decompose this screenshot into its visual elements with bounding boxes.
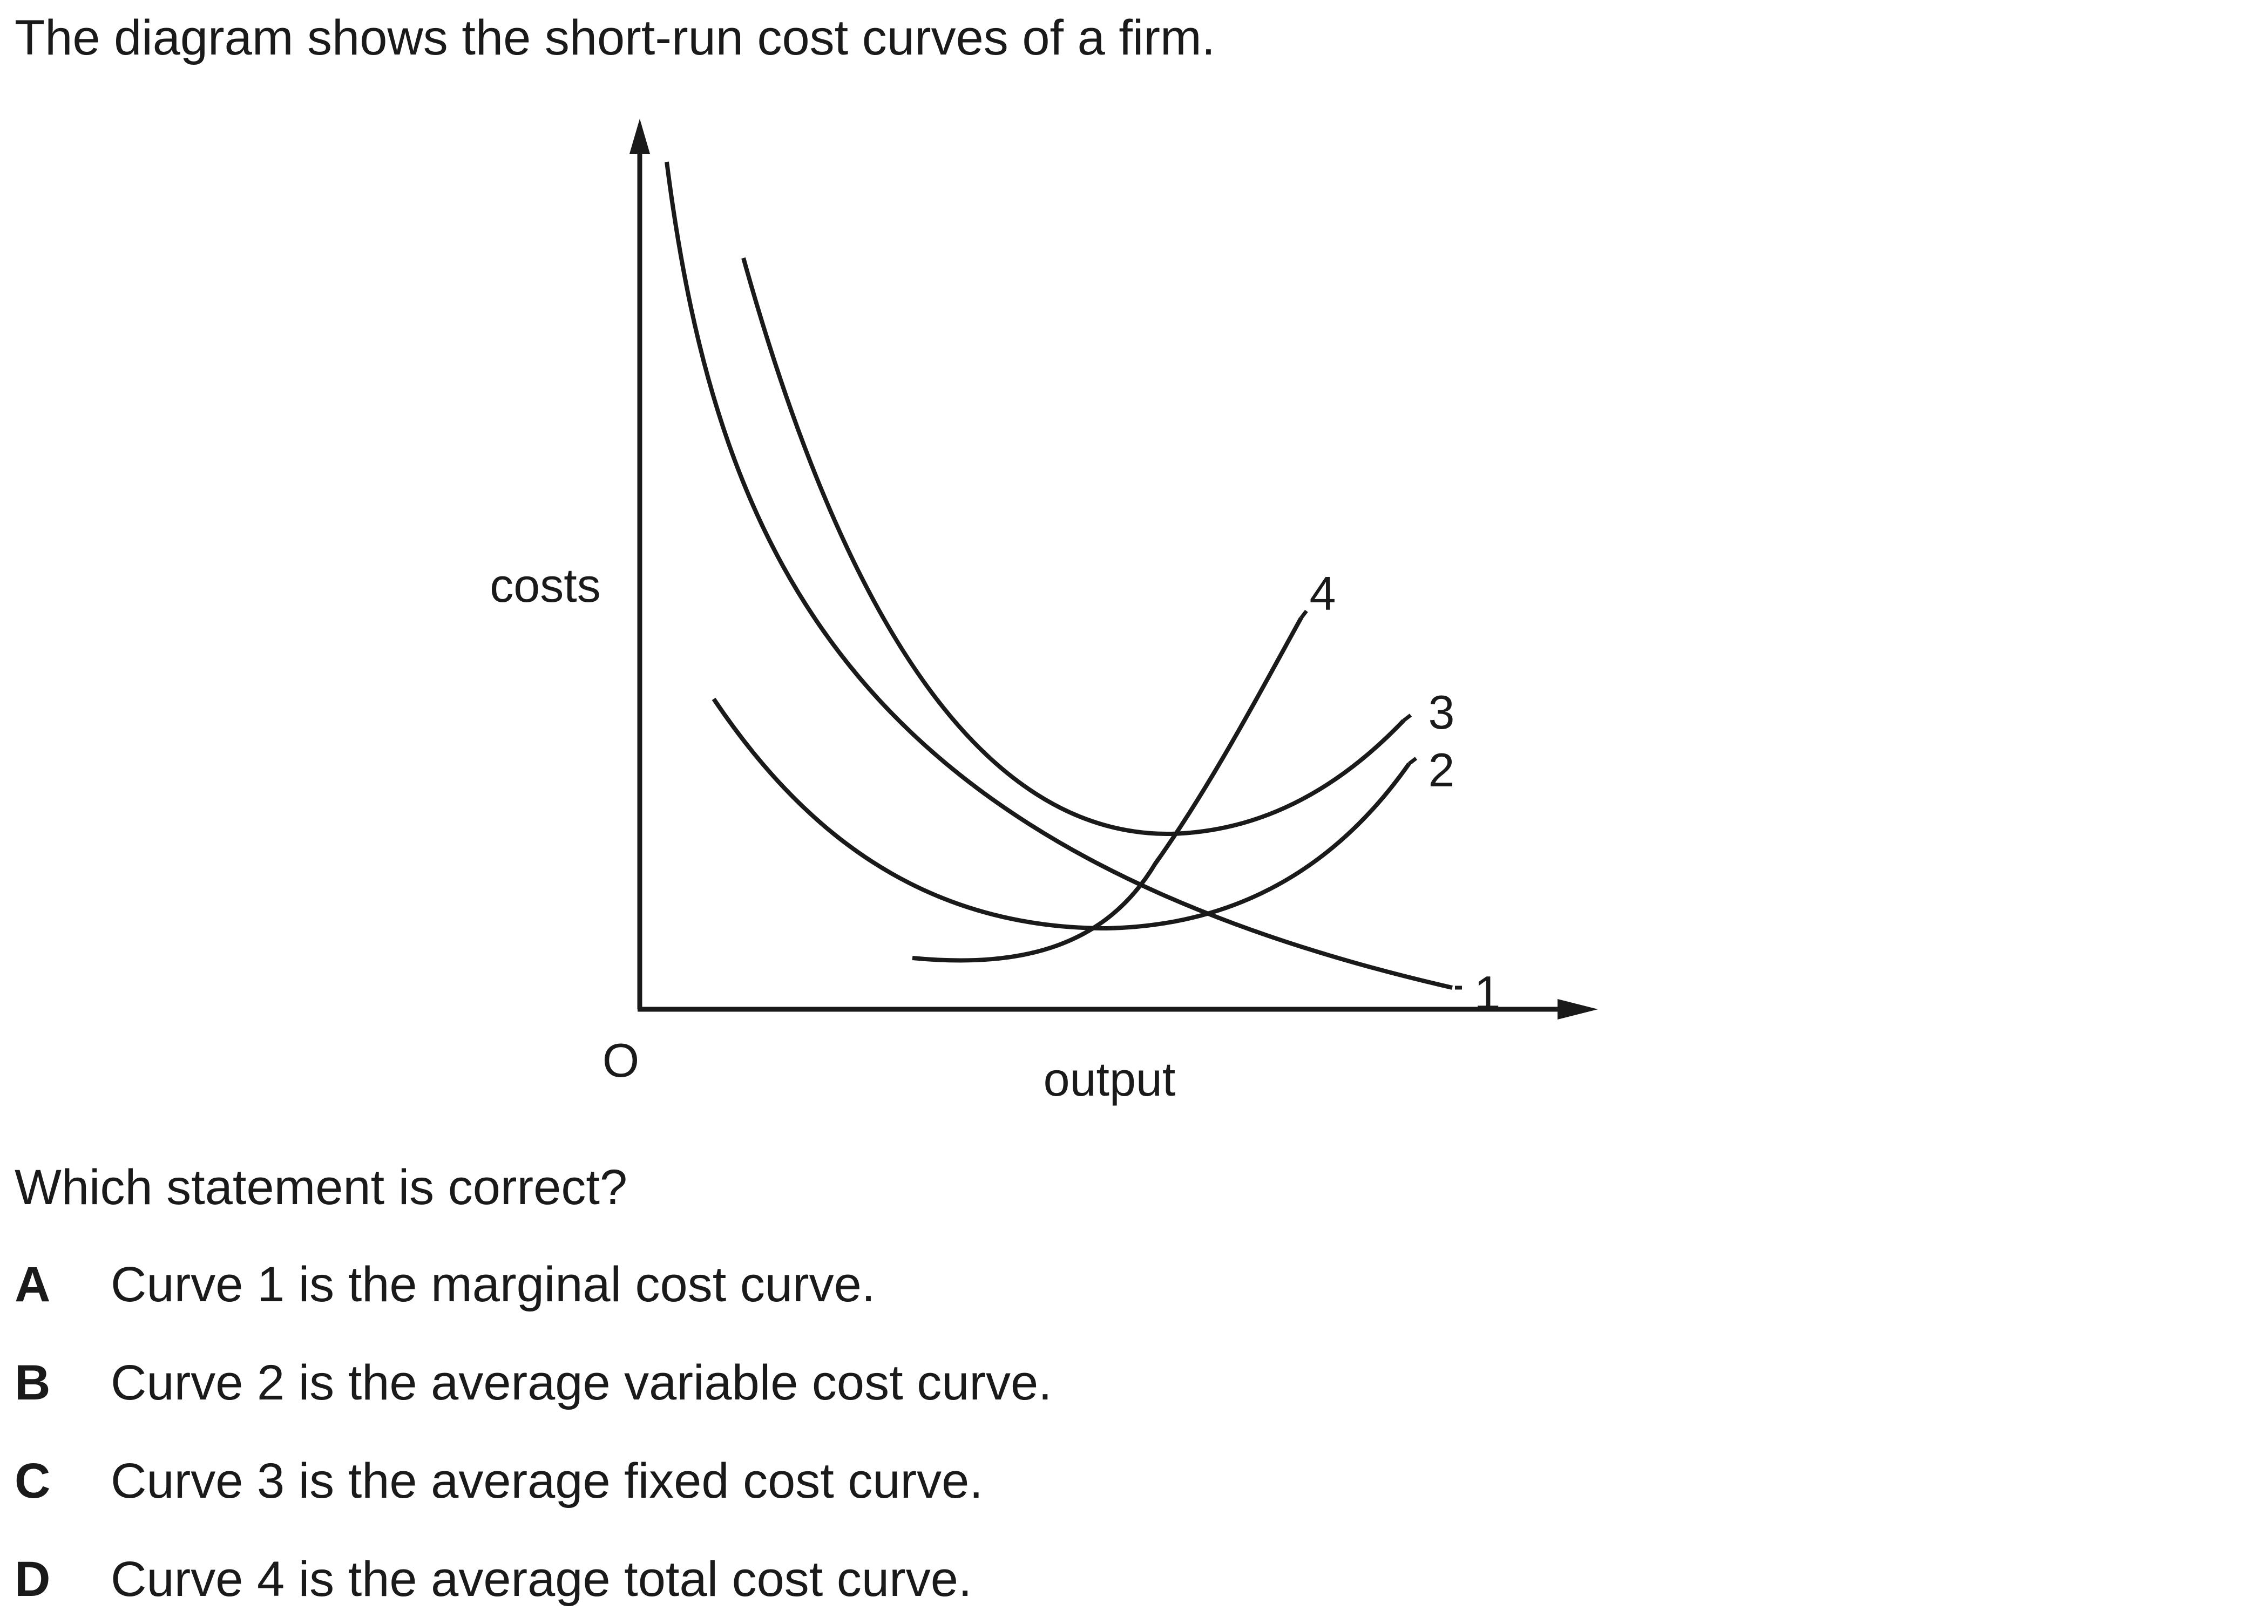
intro-text: The diagram shows the short-run cost cur… [15,10,1216,65]
x-axis-arrow [1558,999,1598,1020]
curve-3-leader [1402,714,1412,722]
curve-3 [741,257,1405,837]
option-c[interactable]: C Curve 3 is the average fixed cost curv… [15,1449,983,1513]
curve-1 [665,161,1453,990]
option-letter: D [15,1552,51,1607]
x-axis-label: output [1044,1052,1176,1106]
option-a[interactable]: A Curve 1 is the marginal cost curve. [15,1252,875,1317]
curve-3-label: 3 [1428,685,1455,739]
option-letter: C [15,1453,51,1509]
question-text: Which statement is correct? [15,1160,628,1215]
curve-1-label: 1 [1474,966,1501,1020]
curve-4-label: 4 [1310,567,1336,620]
curve-2-label: 2 [1428,743,1455,797]
option-letter: A [15,1257,51,1312]
y-axis-arrow [629,119,650,154]
option-text: Curve 3 is the average fixed cost curve. [111,1453,983,1509]
y-axis-label: costs [490,559,600,612]
option-b[interactable]: B Curve 2 is the average variable cost c… [15,1350,1052,1415]
option-d[interactable]: D Curve 4 is the average total cost curv… [15,1547,972,1612]
curve-2 [712,697,1411,931]
origin-label: O [602,1034,639,1087]
option-text: Curve 4 is the average total cost curve. [111,1552,972,1607]
curve-4-leader [1299,609,1308,620]
option-letter: B [15,1355,51,1410]
curve-4 [912,617,1303,963]
option-text: Curve 2 is the average variable cost cur… [111,1355,1052,1410]
curve-2-leader [1407,757,1418,765]
option-text: Curve 1 is the marginal cost curve. [111,1257,876,1312]
